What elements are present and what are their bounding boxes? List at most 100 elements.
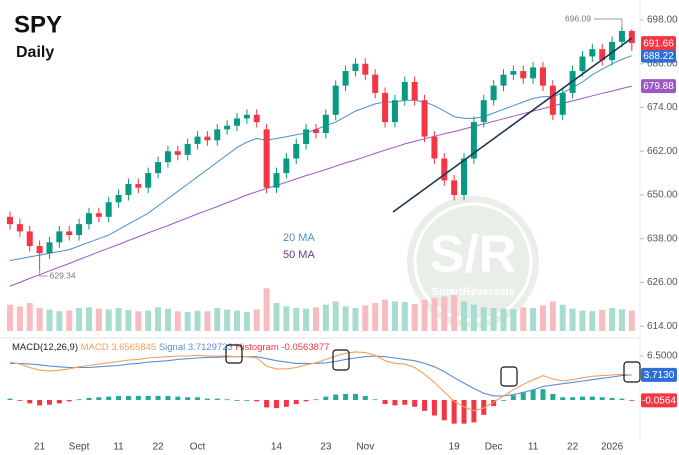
histogram-bar	[382, 399, 388, 405]
histogram-bar	[362, 395, 368, 400]
watermark-title: S/R	[430, 226, 517, 284]
volume-bar	[76, 308, 83, 331]
histogram-bar	[333, 394, 339, 400]
histogram-bar	[599, 397, 605, 400]
volume-bar	[95, 308, 102, 331]
candle-body	[303, 129, 310, 144]
candle-body	[431, 136, 438, 159]
candle-body	[66, 231, 73, 236]
legend-name: Signal	[159, 342, 185, 353]
volume-bar	[441, 296, 448, 331]
candle-body	[125, 184, 132, 195]
histogram-bar	[37, 399, 43, 406]
candle-body	[293, 143, 300, 159]
volume-bar	[628, 310, 635, 331]
marker-box	[332, 349, 350, 371]
volume-bar	[589, 311, 596, 331]
y-tick-label: 662.00	[647, 146, 678, 157]
volume-bar	[559, 304, 566, 331]
histogram-bar	[46, 399, 52, 405]
watermark-disc	[407, 196, 539, 328]
histogram-bar	[86, 397, 92, 400]
volume-bar	[599, 309, 606, 331]
histogram-bar	[244, 399, 250, 401]
candle-body	[549, 85, 556, 115]
macd-legend: MACD(12,26,9) MACD 3.6565845 Signal 3.71…	[12, 342, 329, 353]
marker-box	[225, 344, 243, 364]
histogram-bar	[352, 393, 358, 400]
histogram-bar	[17, 399, 23, 401]
macd-markers	[225, 344, 641, 387]
volume-bar	[184, 311, 191, 331]
histogram-bar	[372, 399, 378, 401]
histogram-bar	[116, 395, 122, 400]
volume-bar	[66, 310, 73, 331]
volume-bar	[155, 307, 162, 331]
ma-annotation: 20 MA	[283, 232, 315, 244]
candle-body	[194, 136, 201, 144]
macd-title: MACD(12,26,9)	[12, 342, 78, 353]
histogram-bar	[441, 399, 447, 421]
volume-bar	[461, 301, 468, 331]
histogram-bar	[56, 399, 62, 404]
volume-bar	[470, 304, 477, 331]
histogram-bar	[264, 399, 270, 408]
candle-body	[46, 242, 53, 254]
x-tick-label: 11	[113, 442, 124, 453]
volume-bar	[253, 309, 260, 331]
histogram-bar	[96, 397, 102, 400]
histogram-bar	[175, 396, 181, 400]
volume-bar	[401, 302, 408, 331]
volume-bar	[56, 311, 63, 331]
histogram-bar	[431, 399, 437, 416]
candle-body	[332, 85, 339, 115]
volume-bar	[46, 309, 53, 331]
legend-value: 3.6565845	[111, 342, 156, 353]
y-tick-label: 674.00	[647, 102, 678, 113]
histogram-bar	[510, 395, 516, 400]
candle-body	[234, 118, 241, 126]
histogram-bar	[76, 399, 82, 401]
candle-body	[214, 129, 221, 141]
candle-body	[145, 173, 152, 188]
histogram-bar	[185, 397, 191, 400]
volume-bar	[303, 308, 310, 331]
price-badge	[641, 36, 676, 51]
price-badge	[641, 48, 676, 63]
histogram-bar	[323, 396, 329, 400]
candle-body	[204, 136, 211, 141]
candle-body	[184, 143, 191, 155]
volume-bar	[105, 309, 112, 331]
histogram-bar	[293, 399, 299, 405]
histogram-bar	[589, 396, 595, 400]
candle-body	[480, 100, 487, 123]
candle-body	[609, 41, 616, 61]
candle-body	[589, 49, 596, 57]
candle-body	[461, 158, 468, 195]
candle-body	[372, 74, 379, 93]
y-tick-label: 614.00	[647, 321, 678, 332]
volume-bar	[411, 304, 418, 331]
candle-body	[312, 129, 319, 134]
candle-body	[520, 71, 527, 79]
histogram-bar	[520, 391, 526, 400]
histogram-bar	[27, 399, 33, 404]
candle-body	[401, 81, 408, 101]
y-tick-label: 6.5000	[647, 351, 678, 362]
legend-name: MACD	[81, 342, 109, 353]
volume-bar	[293, 308, 300, 331]
volume-bar	[263, 288, 270, 331]
candle-body	[26, 231, 33, 246]
candle-body	[451, 180, 458, 195]
y-tick-label: 650.00	[647, 190, 678, 201]
histogram-bar	[155, 395, 161, 400]
histogram-bar	[619, 398, 625, 400]
histogram-bar	[283, 399, 289, 407]
candle-body	[441, 158, 448, 181]
candle-body	[530, 67, 537, 79]
candle-body	[56, 231, 63, 243]
x-tick-label: 22	[567, 442, 579, 453]
candle-body	[421, 100, 428, 137]
volume-bar	[391, 301, 398, 331]
